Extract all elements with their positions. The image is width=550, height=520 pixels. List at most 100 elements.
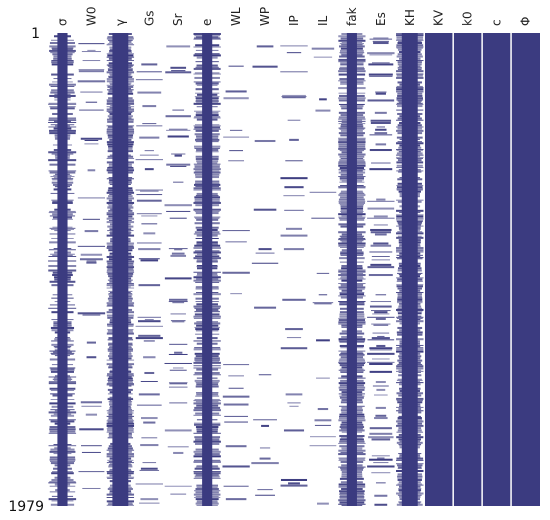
matrix-band: [169, 343, 188, 345]
matrix-band: [168, 301, 188, 303]
matrix-cells: [48, 33, 540, 506]
matrix-band: [140, 380, 158, 382]
matrix-band: [309, 191, 337, 193]
matrix-band: [79, 258, 103, 261]
matrix-band: [222, 395, 250, 398]
matrix-band: [78, 69, 105, 71]
column-8: [250, 45, 280, 496]
matrix-band: [369, 251, 393, 253]
matrix-band: [283, 429, 305, 432]
matrix-band: [371, 259, 391, 261]
matrix-band: [135, 189, 164, 191]
matrix-band: [315, 109, 331, 112]
column-label: Es: [374, 12, 388, 26]
matrix-band: [79, 428, 104, 431]
matrix-band: [174, 351, 183, 354]
matrix-band: [138, 284, 161, 287]
matrix-band: [370, 121, 391, 124]
column-label: fak: [345, 7, 359, 26]
matrix-band: [169, 217, 187, 219]
matrix-band: [84, 139, 99, 141]
column-label: k0: [461, 11, 475, 26]
matrix-band: [375, 380, 386, 384]
matrix-band: [375, 92, 386, 95]
matrix-band: [164, 277, 192, 280]
matrix-band: [144, 150, 154, 152]
matrix-band: [136, 71, 162, 73]
matrix-band: [140, 498, 159, 501]
matrix-band: [228, 65, 244, 67]
matrix-band: [373, 324, 389, 326]
matrix-band: [256, 45, 274, 48]
matrix-band: [251, 262, 279, 264]
matrix-band: [142, 462, 157, 464]
matrix-band: [373, 242, 389, 245]
matrix-band: [369, 432, 393, 435]
matrix-band: [282, 298, 306, 301]
matrix-band: [136, 125, 163, 127]
matrix-band: [143, 421, 156, 424]
matrix-band: [166, 45, 191, 48]
matrix-band: [139, 502, 160, 504]
matrix-band: [375, 294, 387, 296]
matrix-band: [374, 233, 387, 236]
matrix-band: [225, 241, 247, 243]
matrix-band: [370, 244, 392, 247]
column-11: [337, 33, 367, 506]
matrix-band: [140, 190, 159, 192]
matrix-band: [369, 54, 393, 56]
matrix-band: [142, 123, 157, 125]
matrix-band: [366, 361, 396, 363]
matrix-band: [368, 73, 393, 76]
matrix-band: [86, 260, 97, 262]
matrix-band: [222, 465, 250, 468]
matrix-band: [138, 334, 161, 337]
matrix-band: [375, 482, 386, 484]
matrix-band: [367, 207, 395, 210]
matrix-band: [78, 43, 105, 45]
matrix-band: [373, 37, 389, 39]
matrix-band: [377, 457, 385, 459]
matrix-band: [169, 383, 188, 385]
matrix-band: [144, 168, 154, 171]
matrix-band: [140, 467, 158, 470]
matrix-band: [369, 362, 393, 365]
matrix-band: [312, 302, 334, 304]
matrix-band: [285, 160, 303, 162]
matrix-band: [374, 417, 388, 420]
matrix-band: [140, 259, 159, 262]
column-label: γ: [113, 19, 127, 26]
matrix-band: [258, 374, 272, 376]
matrix-band: [168, 128, 188, 130]
matrix-band: [165, 71, 192, 74]
matrix-band: [139, 136, 160, 139]
column-9: [279, 45, 309, 487]
matrix-band: [286, 337, 302, 339]
matrix-band: [136, 242, 162, 244]
matrix-band: [366, 465, 396, 468]
matrix-band: [371, 438, 391, 441]
matrix-band: [374, 111, 387, 114]
matrix-band: [139, 469, 160, 471]
matrix-band: [283, 195, 305, 197]
matrix-band: [371, 337, 390, 340]
column-13: [395, 33, 425, 506]
matrix-band: [78, 70, 104, 73]
matrix-band: [87, 49, 96, 51]
matrix-band: [280, 347, 308, 350]
matrix-band: [174, 249, 183, 251]
matrix-band: [82, 487, 101, 489]
column-10: [309, 47, 337, 505]
matrix-band: [228, 387, 244, 389]
matrix-band: [375, 91, 387, 93]
matrix-band: [319, 98, 327, 101]
matrix-band: [86, 341, 96, 344]
matrix-band: [173, 451, 184, 454]
matrix-band: [84, 230, 99, 233]
column-15: [453, 33, 483, 506]
matrix-band: [310, 436, 336, 438]
matrix-band: [250, 462, 280, 465]
matrix-band: [81, 445, 102, 447]
matrix-band: [373, 215, 388, 218]
matrix-band: [172, 109, 185, 111]
